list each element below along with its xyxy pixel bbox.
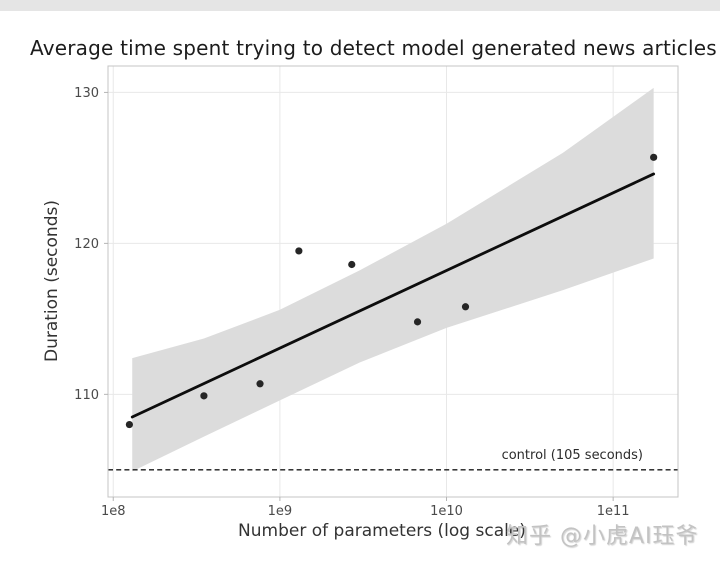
x-axis-label: Number of parameters (log scale) — [238, 521, 526, 541]
data-point — [348, 260, 356, 269]
data-point — [125, 420, 134, 429]
y-tick-label: 110 — [74, 388, 99, 403]
plot-border — [107, 65, 679, 498]
x-tick-label: 1e10 — [430, 504, 463, 519]
data-point — [413, 318, 422, 326]
y-tick-label: 120 — [74, 237, 99, 252]
watermark: 知乎 @小虎AI珏爷 — [506, 524, 699, 549]
regression-line — [130, 172, 656, 419]
data-point — [650, 153, 658, 161]
confidence-band — [132, 87, 654, 472]
data-point — [200, 392, 208, 400]
x-tick-label: 1e9 — [268, 504, 293, 519]
x-tick-label: 1e11 — [597, 504, 630, 519]
y-tick-label: 130 — [74, 86, 99, 101]
chart-title: Average time spent trying to detect mode… — [30, 36, 717, 60]
top-strip — [0, 0, 720, 11]
y-axis-label: Duration (seconds) — [42, 200, 62, 362]
data-point — [461, 303, 470, 311]
data-point — [295, 247, 303, 255]
control-line-label: control (105 seconds) — [502, 448, 643, 463]
x-tick-label: 1e8 — [101, 504, 126, 519]
data-point — [256, 380, 264, 388]
